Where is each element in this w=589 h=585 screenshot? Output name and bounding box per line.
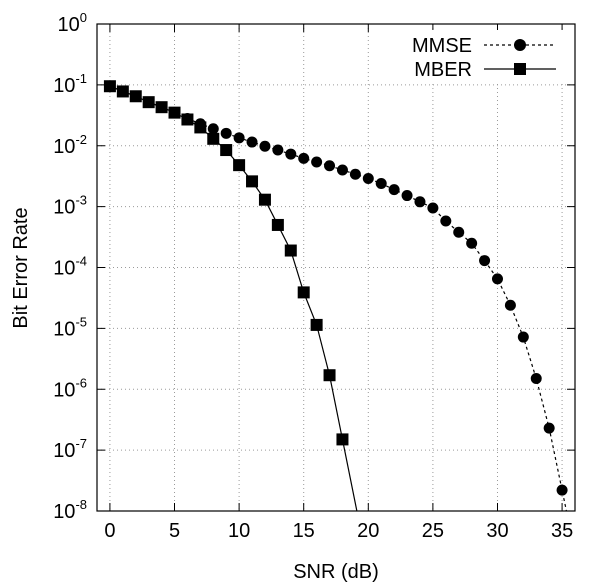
y-tick-label: 10-1 bbox=[53, 71, 87, 97]
data-point-mber bbox=[220, 144, 233, 157]
y-tick-exponent: -8 bbox=[75, 497, 87, 512]
data-point-mmse bbox=[349, 168, 361, 180]
grid bbox=[97, 23, 575, 512]
data-point-mber bbox=[129, 90, 142, 103]
legend-box bbox=[384, 30, 568, 84]
data-point-mber bbox=[246, 175, 259, 188]
series-line-mmse bbox=[109, 85, 568, 511]
data-point-mber bbox=[116, 85, 129, 98]
data-point-mber bbox=[207, 132, 220, 145]
data-point-mber bbox=[181, 113, 194, 126]
y-tick-base: 10 bbox=[53, 136, 75, 158]
data-point-mber bbox=[297, 286, 310, 299]
y-tick-label: 10-8 bbox=[53, 497, 87, 523]
y-tick-base: 10 bbox=[53, 440, 75, 462]
y-tick-label: 10-2 bbox=[53, 132, 87, 158]
x-tick-label: 20 bbox=[357, 520, 379, 542]
data-point-mmse bbox=[453, 226, 465, 238]
data-point-mmse bbox=[207, 123, 219, 135]
data-point-mmse bbox=[388, 184, 400, 196]
data-point-mmse bbox=[427, 202, 439, 214]
data-point-mmse bbox=[298, 152, 310, 164]
x-tick-label: 30 bbox=[486, 520, 508, 542]
data-point-mmse bbox=[530, 373, 542, 385]
data-point-mber bbox=[233, 159, 246, 172]
y-tick-label: 10-5 bbox=[53, 314, 87, 340]
data-point-mmse bbox=[311, 156, 323, 168]
data-point-mber bbox=[258, 193, 271, 206]
y-axis-title: Bit Error Rate bbox=[10, 207, 32, 328]
data-point-mmse bbox=[479, 255, 491, 267]
y-tick-label: 10-3 bbox=[53, 193, 87, 219]
data-point-mber bbox=[168, 106, 181, 119]
y-tick-label: 10-4 bbox=[53, 254, 87, 280]
data-point-mmse bbox=[466, 237, 478, 249]
data-point-mmse bbox=[259, 140, 271, 152]
data-point-mber bbox=[103, 80, 116, 93]
y-tick-exponent: -5 bbox=[75, 314, 87, 329]
data-point-mber bbox=[271, 218, 284, 231]
x-tick-label: 25 bbox=[422, 520, 444, 542]
data-point-mber bbox=[310, 318, 323, 331]
x-tick-label: 10 bbox=[228, 520, 250, 542]
legend-marker-mmse bbox=[514, 39, 526, 51]
data-point-mmse bbox=[517, 331, 529, 343]
data-point-mber bbox=[194, 121, 207, 134]
y-tick-exponent: -3 bbox=[75, 193, 87, 208]
series-mber bbox=[103, 80, 358, 511]
data-point-mber bbox=[155, 101, 168, 114]
plot-frame bbox=[96, 23, 576, 512]
legend: MMSE MBER bbox=[384, 30, 568, 84]
y-tick-base: 10 bbox=[53, 501, 75, 523]
data-point-mmse bbox=[324, 160, 336, 172]
y-tick-base: 10 bbox=[53, 197, 75, 219]
data-point-mmse bbox=[220, 127, 232, 139]
y-tick-exponent: -4 bbox=[75, 254, 87, 269]
data-point-mmse bbox=[414, 196, 426, 208]
data-point-mmse bbox=[491, 273, 503, 285]
y-tick-base: 10 bbox=[53, 258, 75, 280]
y-tick-base: 10 bbox=[53, 318, 75, 340]
data-point-mmse bbox=[285, 148, 297, 160]
y-tick-base: 10 bbox=[53, 75, 75, 97]
data-point-mmse bbox=[440, 215, 452, 227]
x-tick-label: 5 bbox=[169, 520, 180, 542]
y-tick-base: 10 bbox=[58, 14, 80, 36]
data-point-mber bbox=[142, 96, 155, 109]
ticks bbox=[97, 23, 575, 512]
y-tick-label: 10-6 bbox=[53, 375, 87, 401]
y-tick-label: 100 bbox=[58, 10, 87, 36]
y-tick-exponent: -6 bbox=[75, 375, 87, 390]
y-tick-base: 10 bbox=[53, 379, 75, 401]
data-point-mmse bbox=[246, 136, 258, 148]
data-point-mmse bbox=[336, 164, 348, 176]
x-tick-label: 15 bbox=[293, 520, 315, 542]
y-tick-label: 10-7 bbox=[53, 436, 87, 462]
data-point-mber bbox=[336, 433, 349, 446]
data-point-mmse bbox=[504, 299, 516, 311]
data-point-mmse bbox=[543, 422, 555, 434]
legend-marker-mber bbox=[514, 63, 526, 75]
data-point-mmse bbox=[233, 132, 245, 144]
series-layer bbox=[103, 80, 568, 511]
x-axis-title: SNR (dB) bbox=[293, 561, 379, 583]
legend-label-mmse: MMSE bbox=[412, 35, 472, 57]
data-point-mmse bbox=[272, 144, 284, 156]
data-point-mmse bbox=[362, 172, 374, 184]
data-point-mber bbox=[323, 369, 336, 382]
data-point-mmse bbox=[401, 190, 413, 202]
data-point-mber bbox=[284, 244, 297, 257]
y-tick-exponent: -2 bbox=[75, 132, 87, 147]
data-point-mmse bbox=[556, 484, 568, 496]
y-tick-exponent: -1 bbox=[75, 71, 87, 86]
series-line-mber bbox=[109, 85, 358, 511]
y-tick-exponent: -7 bbox=[75, 436, 87, 451]
legend-label-mber: MBER bbox=[414, 59, 472, 81]
data-point-mmse bbox=[375, 177, 387, 189]
y-tick-exponent: 0 bbox=[80, 10, 87, 25]
x-tick-label: 35 bbox=[551, 520, 573, 542]
x-tick-label: 0 bbox=[104, 520, 115, 542]
tick-labels: 0 5 10 15 20 25 30 3510010-110-210-310-410-510-… bbox=[53, 10, 573, 542]
